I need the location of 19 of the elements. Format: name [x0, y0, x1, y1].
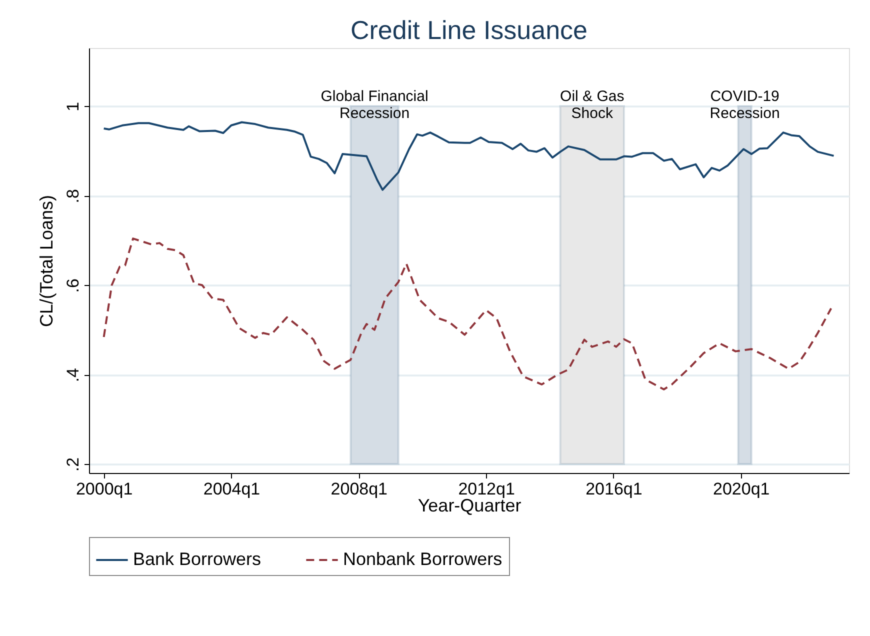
band-label: Global Financial Recession: [320, 88, 428, 122]
band-label: COVID-19 Recession: [710, 88, 780, 122]
x-tick-label: 2012q1: [458, 480, 515, 498]
line-series: [102, 238, 832, 390]
x-tick-label: 2000q1: [76, 480, 133, 498]
legend-label: Nonbank Borrowers: [343, 549, 502, 569]
x-tick-label: 2008q1: [330, 480, 388, 498]
y-axis-title: CL/(Total Loans): [36, 194, 56, 328]
band-label: Oil & Gas Shock: [560, 88, 624, 122]
y-tick-label: .8: [64, 189, 82, 204]
chart-title: Credit Line Issuance: [350, 15, 588, 45]
y-tick-label: .4: [64, 368, 82, 382]
x-tick-label: 2020q1: [712, 480, 770, 498]
x-tick-label: 2016q1: [586, 480, 642, 498]
legend-label: Bank Borrowers: [133, 549, 262, 569]
y-tick-label: .2: [64, 457, 82, 472]
y-tick-label: 1: [64, 102, 82, 112]
y-tick-label: .6: [64, 278, 82, 293]
x-tick-label: 2004q1: [203, 480, 260, 498]
